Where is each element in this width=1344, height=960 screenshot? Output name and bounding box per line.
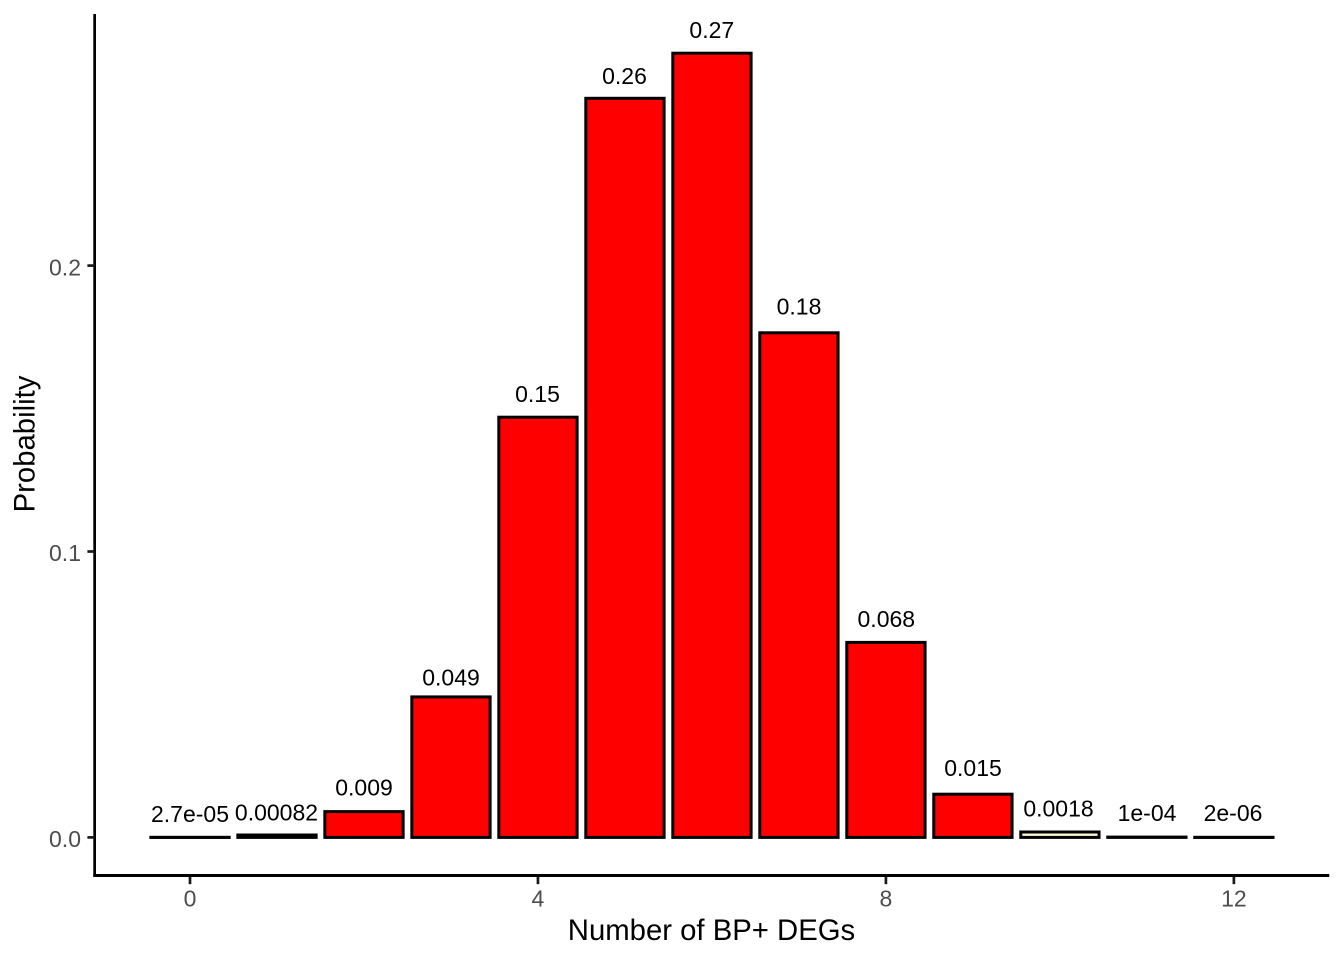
svg-text:0.18: 0.18 xyxy=(777,294,822,320)
svg-text:8: 8 xyxy=(880,885,893,911)
svg-text:0.068: 0.068 xyxy=(858,606,916,632)
svg-text:Number of BP+ DEGs: Number of BP+ DEGs xyxy=(568,914,855,947)
svg-text:0.2: 0.2 xyxy=(49,254,81,280)
svg-text:0.15: 0.15 xyxy=(515,381,560,407)
svg-text:2.7e-05: 2.7e-05 xyxy=(151,801,229,827)
svg-text:0.0018: 0.0018 xyxy=(1023,796,1093,822)
svg-text:0.049: 0.049 xyxy=(422,665,480,691)
svg-text:0.27: 0.27 xyxy=(689,17,734,43)
svg-text:0.015: 0.015 xyxy=(944,755,1002,781)
svg-text:12: 12 xyxy=(1221,885,1247,911)
svg-text:0.009: 0.009 xyxy=(335,775,393,801)
svg-text:0.00082: 0.00082 xyxy=(235,800,318,826)
svg-text:0.26: 0.26 xyxy=(602,63,647,89)
svg-text:1e-04: 1e-04 xyxy=(1118,800,1177,826)
svg-text:4: 4 xyxy=(532,885,545,911)
svg-text:2e-06: 2e-06 xyxy=(1204,800,1263,826)
svg-text:0.1: 0.1 xyxy=(49,540,81,566)
svg-text:0.0: 0.0 xyxy=(49,826,81,852)
svg-text:Probability: Probability xyxy=(9,375,42,512)
svg-text:0: 0 xyxy=(184,885,197,911)
